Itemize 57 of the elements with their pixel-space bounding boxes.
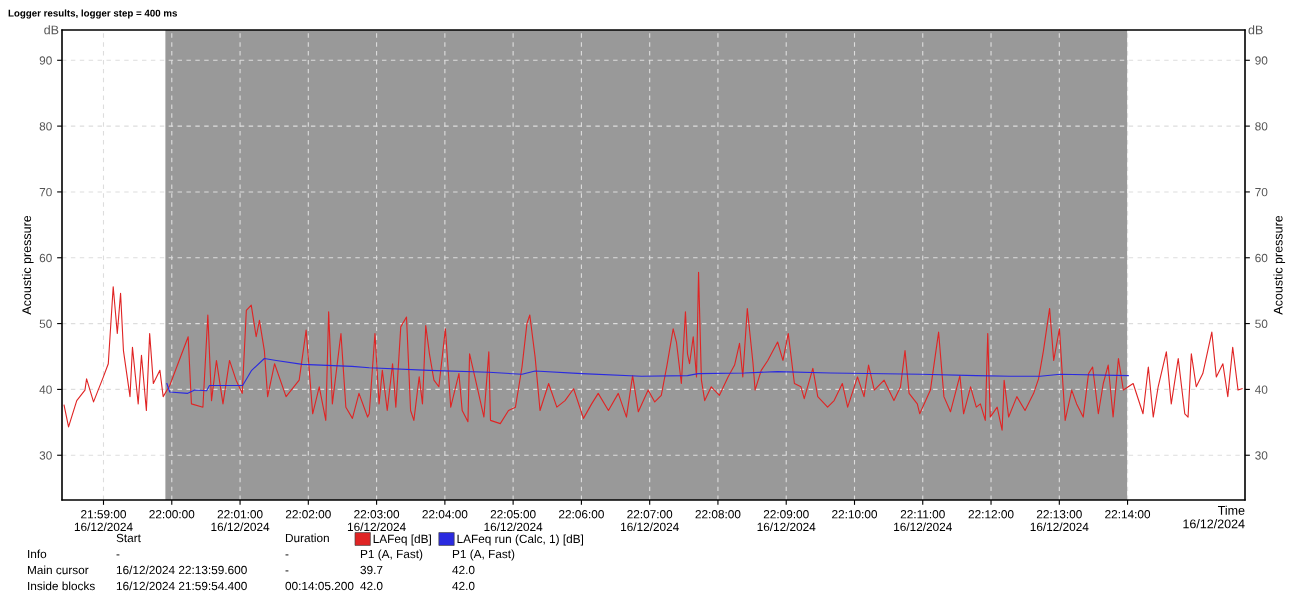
text: -	[285, 570, 289, 572]
y-tick-label: 70	[39, 187, 52, 197]
x-tick-label: 22:02:00	[285, 510, 331, 519]
x-tick-label: 22:08:00	[695, 510, 741, 519]
text: P1 (A, Fast)	[452, 549, 515, 561]
x-tick-label: 22:00:00	[149, 510, 195, 519]
text: Duration	[285, 533, 329, 543]
text: 16/12/2024 22:13:59.600	[116, 565, 247, 575]
y2-tick-label: 30	[1255, 451, 1268, 460]
y2-tick-label: 60	[1255, 253, 1268, 263]
x-tick-label: 22:07:00 16/12/2024	[621, 510, 679, 532]
text: Inside blocks	[28, 581, 95, 591]
y-tick-label: 30	[39, 451, 52, 460]
text: Info	[28, 549, 47, 559]
x-tick-label: 22:10:00	[832, 510, 878, 519]
x-tick-label: 22:04:00	[422, 510, 468, 519]
y-tick-label: 40	[39, 385, 52, 394]
text: Main cursor	[27, 565, 89, 575]
text: 00:14:05.200	[285, 581, 354, 591]
y2-axis-title: Acoustic pressure	[1273, 215, 1286, 315]
line-series	[63, 271, 1243, 431]
text: 42.0	[452, 581, 475, 591]
y-axis-title: Acoustic pressure	[21, 215, 34, 315]
y-tick-label: 90	[39, 56, 52, 65]
y2-tick-label: 90	[1255, 56, 1268, 65]
y2-tick-label: 50	[1255, 319, 1268, 328]
legend-label: LAFeq run (Calc, 1) [dB]	[457, 534, 584, 546]
x-tick-label: 22:09:00 16/12/2024	[757, 510, 816, 532]
x-axis-title: Time 16/12/2024	[1183, 505, 1245, 529]
x-tick-label: 22:01:00 16/12/2024	[211, 510, 270, 532]
x-tick-label: 22:06:00	[559, 510, 604, 519]
text: dB	[1248, 25, 1263, 35]
text: -	[116, 554, 120, 556]
text: dB	[44, 25, 59, 35]
x-tick-label: 22:03:00 16/12/2024	[347, 510, 406, 532]
x-tick-label: 22:13:00 16/12/2024	[1030, 510, 1089, 532]
text: P1 (A, Fast)	[360, 549, 423, 561]
y2-tick-label: 80	[1255, 122, 1268, 131]
x-tick-label: 22:05:00 16/12/2024	[484, 510, 543, 532]
text: 42.0	[360, 581, 383, 591]
text: 39.7	[360, 565, 383, 575]
y2-tick-label: 70	[1255, 187, 1268, 197]
chart-title: Logger results, logger step = 400 ms	[8, 9, 177, 19]
y-tick-label: 80	[39, 122, 52, 131]
text: 16/12/2024 21:59:54.400	[116, 581, 247, 591]
y-tick-label: 60	[39, 253, 52, 263]
x-tick-label: 21:59:00 16/12/2024	[74, 510, 133, 532]
text: -	[285, 554, 289, 556]
y-tick-label: 50	[39, 319, 52, 328]
line-series	[166, 357, 1129, 394]
x-tick-label: 22:12:00	[968, 510, 1014, 519]
x-tick-label: 22:11:00 16/12/2024	[894, 510, 952, 532]
text: Start	[116, 533, 141, 543]
text: 42.0	[452, 565, 475, 575]
y2-tick-label: 40	[1254, 385, 1268, 394]
x-tick-label: 22:14:00	[1105, 510, 1151, 519]
legend-label: LAFeq [dB]	[373, 534, 431, 546]
